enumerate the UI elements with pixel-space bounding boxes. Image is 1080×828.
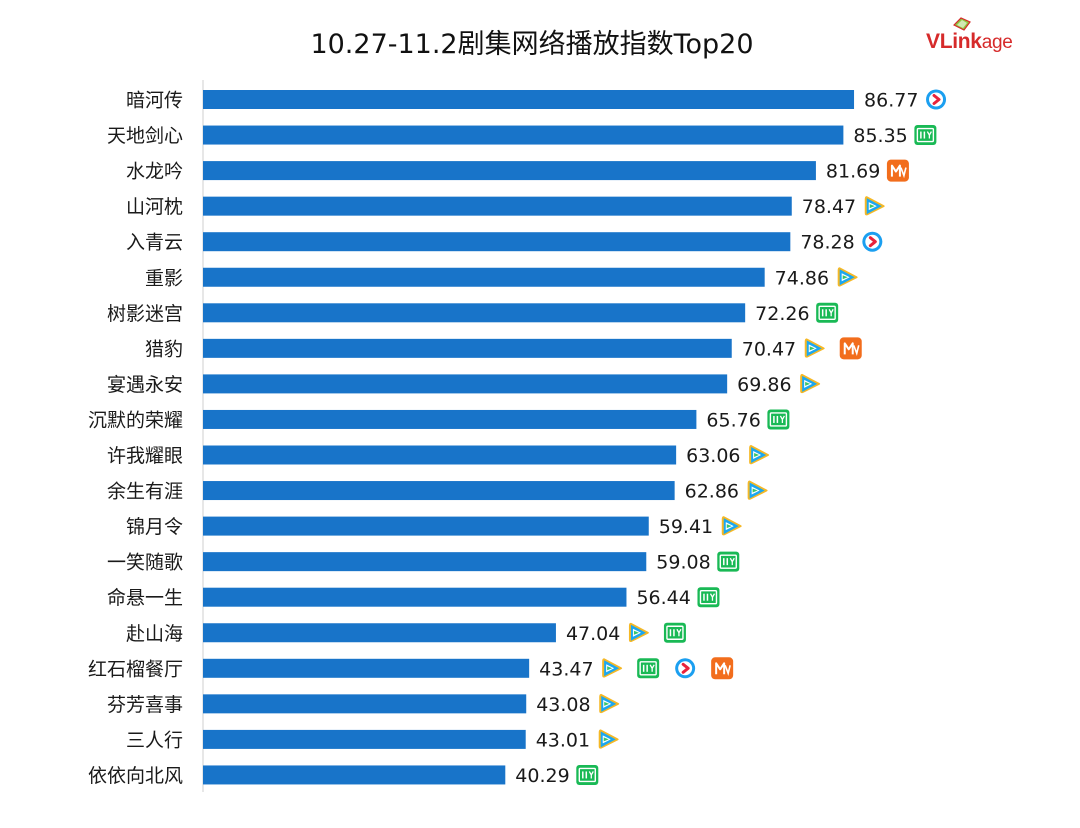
category-label: 红石榴餐厅 — [88, 658, 183, 680]
bar — [203, 125, 844, 145]
mango-tv-icon — [711, 657, 734, 680]
category-label: 宴遇永安 — [107, 373, 183, 396]
category-label: 余生有涯 — [107, 481, 183, 503]
tencent-video-icon — [749, 445, 770, 465]
iqiyi-icon — [697, 587, 720, 608]
category-label: 一笑随歌 — [107, 552, 183, 574]
bar — [203, 481, 675, 501]
value-label: 43.47 — [539, 658, 593, 680]
value-label: 81.69 — [826, 161, 880, 183]
bar — [203, 232, 791, 252]
bar — [203, 303, 746, 323]
value-label: 85.35 — [853, 125, 907, 147]
youku-icon — [862, 231, 883, 252]
category-label: 暗河传 — [126, 90, 183, 112]
category-label: 入青云 — [126, 232, 183, 254]
logo-mark-icon — [952, 17, 971, 31]
chart-title: 10.27-11.2剧集网络播放指数Top20 — [310, 29, 754, 60]
category-label: 重影 — [145, 267, 183, 289]
category-label: 许我耀眼 — [107, 445, 183, 467]
value-label: 86.77 — [864, 90, 918, 112]
category-label: 三人行 — [126, 729, 183, 751]
bar — [203, 516, 649, 536]
tencent-video-icon — [721, 516, 742, 536]
bar — [203, 587, 627, 607]
mango-tv-icon — [886, 159, 909, 182]
bar — [203, 90, 855, 109]
value-label: 72.26 — [755, 303, 809, 325]
tencent-video-icon — [747, 480, 768, 500]
category-label: 猎豹 — [145, 338, 183, 360]
iqiyi-icon — [663, 622, 686, 643]
bar — [203, 409, 697, 429]
value-label: 56.44 — [636, 587, 690, 609]
bar — [203, 729, 526, 749]
category-label: 水龙吟 — [126, 161, 183, 183]
category-label: 树影迷宫 — [107, 303, 183, 325]
bar — [203, 338, 732, 358]
value-label: 59.08 — [656, 552, 710, 574]
category-label: 赴山海 — [126, 623, 183, 645]
category-label: 锦月令 — [126, 516, 183, 538]
bar — [203, 196, 792, 216]
iqiyi-icon — [767, 409, 790, 430]
tencent-video-icon — [598, 729, 619, 749]
value-label: 40.29 — [515, 765, 569, 787]
tencent-video-icon — [800, 373, 821, 394]
value-label: 70.47 — [742, 338, 796, 360]
bar — [203, 374, 728, 394]
tencent-video-icon — [628, 622, 649, 642]
vlinkage-logo: VLinkage — [926, 16, 1036, 60]
bar — [203, 658, 530, 678]
category-label: 天地剑心 — [107, 125, 183, 147]
tencent-video-icon — [804, 338, 825, 358]
value-label: 47.04 — [566, 623, 620, 645]
youku-icon — [926, 89, 947, 110]
bar — [203, 552, 647, 572]
value-label: 62.86 — [685, 481, 739, 503]
bar — [203, 267, 765, 287]
bar — [203, 161, 816, 181]
category-label: 依依向北风 — [88, 765, 183, 787]
youku-icon — [675, 658, 696, 679]
bar — [203, 445, 677, 465]
value-label: 69.86 — [737, 374, 791, 396]
category-label: 山河枕 — [126, 196, 183, 218]
value-label: 43.01 — [536, 729, 590, 751]
value-label: 65.76 — [706, 409, 760, 431]
iqiyi-icon — [576, 764, 599, 785]
iqiyi-icon — [816, 302, 839, 323]
iqiyi-icon — [914, 125, 937, 146]
iqiyi-icon — [637, 658, 660, 679]
bar — [203, 694, 527, 714]
value-label: 78.47 — [802, 196, 856, 218]
bar — [203, 765, 506, 785]
tencent-video-icon — [837, 267, 858, 287]
category-label: 芬芳喜事 — [107, 694, 183, 716]
tencent-video-icon — [599, 693, 620, 714]
mango-tv-icon — [839, 337, 862, 360]
category-label: 命悬一生 — [107, 587, 183, 609]
bar — [203, 623, 556, 643]
category-label: 沉默的荣耀 — [88, 409, 183, 431]
tencent-video-icon — [602, 658, 623, 678]
value-label: 63.06 — [686, 445, 740, 467]
value-label: 43.08 — [536, 694, 590, 716]
iqiyi-icon — [717, 551, 740, 572]
value-label: 59.41 — [659, 516, 713, 538]
value-label: 74.86 — [775, 267, 829, 289]
value-label: 78.28 — [800, 232, 854, 254]
tencent-video-icon — [864, 196, 885, 216]
